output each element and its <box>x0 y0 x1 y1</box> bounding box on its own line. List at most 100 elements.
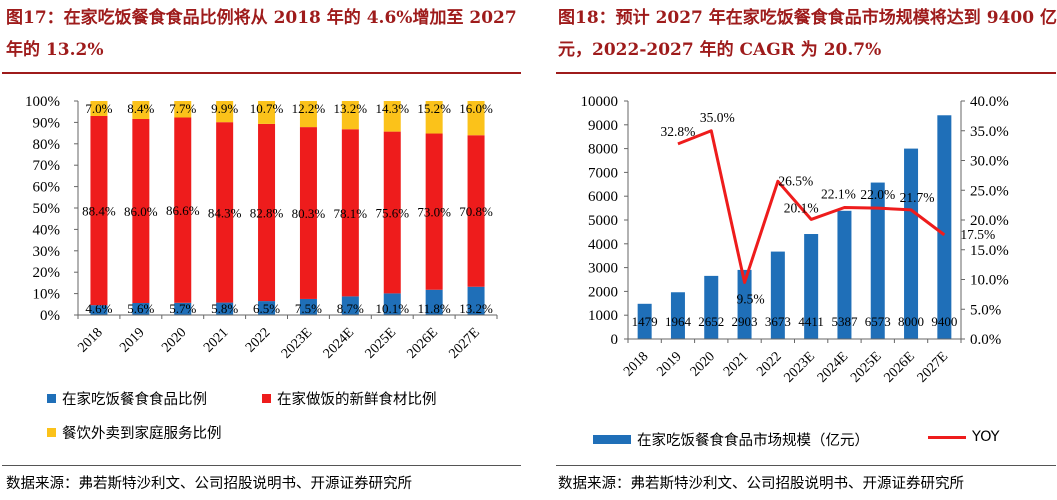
data-label: 84.3% <box>208 205 242 220</box>
bar-value-label: 9400 <box>931 314 957 329</box>
yoy-data-label: 22.0% <box>860 187 895 202</box>
stacked-bar-segment-1 <box>132 118 150 304</box>
stacked-bar-segment-0 <box>216 302 234 315</box>
y-tick-label: 8000 <box>588 142 618 158</box>
market-size-bar <box>704 275 719 339</box>
yoy-data-label: 20.1% <box>784 200 819 215</box>
yoy-data-label: 22.1% <box>821 187 856 202</box>
y2-tick-label: 10.0% <box>970 273 1009 289</box>
bar-value-label: 2652 <box>698 314 724 329</box>
data-label: 73.0% <box>417 205 451 220</box>
market-size-chart: 1479 2018 1964 2019 2652 2020 2903 2021 3673 2022… <box>581 94 1009 386</box>
y-tick-label: 3000 <box>588 261 618 277</box>
data-label: 12.2% <box>292 101 326 116</box>
y-tick-label: 2000 <box>588 284 618 300</box>
legend-label: 在家做饭的新鲜食材比例 <box>277 392 437 408</box>
legend-label: 在家吃饭餐食食品市场规模（亿元） <box>637 433 869 449</box>
data-label: 11.8% <box>418 301 451 316</box>
stacked-bar-segment-2 <box>299 101 317 128</box>
y-tick-label: 7000 <box>588 165 618 181</box>
x-tick-label: 2023E <box>782 349 818 385</box>
y2-tick-label: 35.0% <box>970 124 1009 140</box>
market-size-bar <box>937 115 952 339</box>
data-label: 15.2% <box>417 101 451 116</box>
x-tick-label: 2020 <box>688 349 718 379</box>
bar-value-label: 1479 <box>632 314 658 329</box>
data-label: 86.0% <box>124 204 158 219</box>
stacked-bar-segment-1 <box>425 133 443 290</box>
x-tick-label: 2022 <box>243 325 273 355</box>
y2-tick-label: 40.0% <box>970 94 1009 110</box>
market-size-bar <box>870 182 885 339</box>
stacked-bar-segment-0 <box>425 289 443 315</box>
y-tick-label: 9000 <box>588 118 618 134</box>
x-tick-label: 2024E <box>321 325 357 361</box>
figure-18-panel: 图18：预计 2027 年在家吃饭餐食食品市场规模将达到 9400 亿元，202… <box>548 0 1057 500</box>
legend-label: 餐饮外卖到家庭服务比例 <box>62 426 222 442</box>
figure-17-source-rule <box>2 465 521 466</box>
legend-swatch-blue <box>47 394 56 403</box>
data-label: 13.2% <box>334 101 368 116</box>
data-label: 14.3% <box>375 101 409 116</box>
yoy-data-label: 17.5% <box>960 227 995 242</box>
x-tick-label: 2020 <box>159 325 189 355</box>
stacked-bar-segment-2 <box>174 101 192 118</box>
market-size-bar <box>770 251 785 339</box>
data-label: 7.7% <box>169 101 196 116</box>
data-label: 86.6% <box>166 203 200 218</box>
yoy-data-label: 21.7% <box>900 190 935 205</box>
legend-item-yoy: YOY <box>928 429 1000 445</box>
x-tick-label: 2025E <box>848 349 884 385</box>
y-tick-label: 60% <box>33 180 61 196</box>
data-label: 78.1% <box>334 206 368 221</box>
figure-18-title-rule <box>556 72 1056 74</box>
data-label: 70.8% <box>459 204 493 219</box>
y-tick-label: 90% <box>33 115 61 131</box>
yoy-data-label: 26.5% <box>778 173 813 188</box>
y2-tick-label: 5.0% <box>970 302 1001 318</box>
stacked-bar-segment-2 <box>216 101 234 123</box>
data-label: 7.5% <box>295 301 322 316</box>
y-tick-label: 10% <box>33 287 61 303</box>
market-size-bar <box>637 303 652 339</box>
y-tick-label: 0 <box>611 332 619 348</box>
stacked-bar-segment-1 <box>90 115 108 306</box>
y-tick-label: 80% <box>33 137 61 153</box>
data-label: 5.7% <box>169 301 196 316</box>
stacked-bar-segment-2 <box>132 101 150 119</box>
market-size-bar <box>904 148 919 339</box>
bar-value-label: 1964 <box>665 314 692 329</box>
x-tick-label: 2024E <box>815 349 851 385</box>
legend-swatch-bar <box>593 435 631 444</box>
stacked-bar-segment-0 <box>383 293 401 315</box>
yoy-line <box>677 129 946 284</box>
x-tick-label: 2018 <box>621 349 651 379</box>
data-label: 10.1% <box>375 301 409 316</box>
stacked-bar-segment-2 <box>90 101 108 116</box>
bar-value-label: 3673 <box>765 314 791 329</box>
legend-label: 在家吃饭餐食食品比例 <box>62 392 207 408</box>
data-label: 10.7% <box>250 101 284 116</box>
y2-tick-label: 20.0% <box>970 213 1009 229</box>
data-label: 13.2% <box>459 301 493 316</box>
figure-17-source: 数据来源：弗若斯特沙利文、公司招股说明书、开源证券研究所 <box>6 476 412 492</box>
y2-tick-label: 30.0% <box>970 154 1009 170</box>
bar-value-label: 6573 <box>865 314 891 329</box>
data-label: 16.0% <box>459 101 493 116</box>
bar-value-label: 2903 <box>732 314 758 329</box>
stacked-bar-segment-1 <box>299 127 317 299</box>
y-tick-label: 0% <box>40 308 60 324</box>
figure-18-title: 图18：预计 2027 年在家吃饭餐食食品市场规模将达到 9400 亿元，202… <box>558 8 1057 60</box>
x-tick-label: 2021 <box>201 325 231 355</box>
stacked-bar-segment-0 <box>341 296 359 315</box>
bar-value-label: 8000 <box>898 314 924 329</box>
data-label: 8.4% <box>127 101 154 116</box>
data-label: 5.8% <box>211 301 238 316</box>
x-tick-label: 2027E <box>915 349 951 385</box>
figure-17-panel: 图17：在家吃饭餐食食品比例将从 2018 年的 4.6%增加至 2027 年的… <box>0 0 525 500</box>
stacked-bar-segment-1 <box>341 129 359 297</box>
x-tick-label: 2018 <box>75 325 105 355</box>
x-tick-label: 2023E <box>279 325 315 361</box>
x-tick-label: 2026E <box>881 349 917 385</box>
data-label: 88.4% <box>82 204 116 219</box>
